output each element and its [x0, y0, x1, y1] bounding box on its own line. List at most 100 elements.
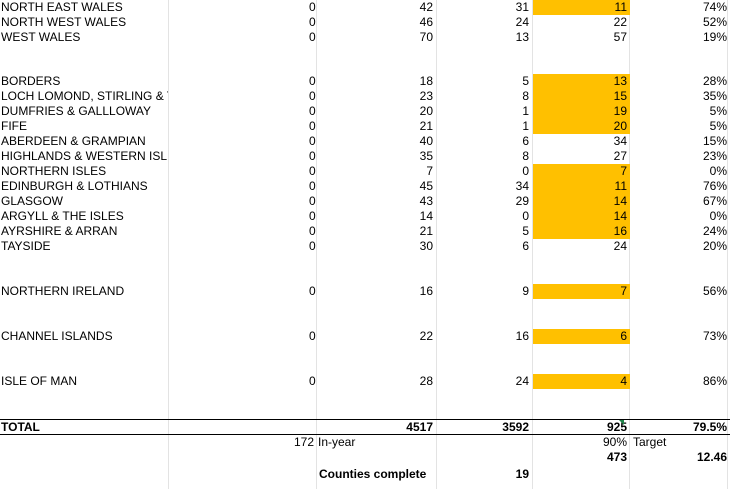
row-c[interactable]: 16	[419, 284, 433, 298]
table-row[interactable]: EDINBURGH & LOTHIANS 0 45 34 11 76%	[0, 179, 730, 194]
row-c[interactable]: 42	[419, 0, 433, 14]
row-name[interactable]: ISLE OF MAN	[1, 374, 78, 388]
row-e[interactable]: 15	[533, 89, 630, 104]
row-e[interactable]: 20	[533, 119, 630, 134]
total-d[interactable]: 3592	[502, 420, 529, 434]
total-f[interactable]: 79.5%	[692, 420, 727, 434]
row-b[interactable]: 0	[309, 374, 316, 388]
row-c[interactable]: 43	[419, 194, 433, 208]
row-c[interactable]: 21	[419, 119, 433, 133]
row-name[interactable]: CHANNEL ISLANDS	[1, 329, 113, 343]
row-e[interactable]: 34	[613, 134, 627, 148]
row-b[interactable]: 0	[309, 74, 316, 88]
row-f[interactable]: 74%	[702, 0, 727, 14]
extra-e[interactable]: 473	[606, 450, 627, 464]
row-b[interactable]: 0	[309, 239, 316, 253]
row-e[interactable]: 19	[533, 104, 630, 119]
row-c[interactable]: 70	[419, 30, 433, 44]
row-e[interactable]: 7	[533, 164, 630, 179]
row-f[interactable]: 23%	[702, 149, 727, 163]
row-b[interactable]: 0	[309, 149, 316, 163]
row-e[interactable]: 57	[613, 30, 627, 44]
total-row[interactable]: TOTAL 4517 3592 925 79.5%	[0, 420, 730, 435]
row-name[interactable]: DUMFRIES & GALLLOWAY	[1, 104, 152, 118]
row-d[interactable]: 29	[515, 194, 529, 208]
row-name[interactable]: WEST WALES	[1, 30, 81, 44]
table-row[interactable]: BORDERS 0 18 5 13 28%	[0, 74, 730, 89]
row-f[interactable]: 5%	[709, 119, 727, 133]
in-year-value[interactable]: 172	[293, 435, 314, 449]
row-b[interactable]: 0	[309, 104, 316, 118]
table-row[interactable]: NORTHERN ISLES 0 7 0 7 0%	[0, 164, 730, 179]
row-b[interactable]: 0	[309, 284, 316, 298]
extra-row[interactable]: 473 12.46	[0, 450, 730, 465]
row-b[interactable]: 0	[309, 0, 316, 14]
row-b[interactable]: 0	[309, 134, 316, 148]
row-b[interactable]: 0	[309, 209, 316, 223]
row-e[interactable]: 16	[533, 224, 630, 239]
row-name[interactable]: NORTHERN IRELAND	[1, 284, 125, 298]
row-f[interactable]: 56%	[702, 284, 727, 298]
row-c[interactable]: 40	[419, 134, 433, 148]
table-row[interactable]: AYRSHIRE & ARRAN 0 21 5 16 24%	[0, 224, 730, 239]
row-d[interactable]: 5	[522, 224, 529, 238]
row-f[interactable]: 52%	[702, 15, 727, 29]
table-row[interactable]: ARGYLL & THE ISLES 0 14 0 14 0%	[0, 209, 730, 224]
row-f[interactable]: 5%	[709, 104, 727, 118]
table-row[interactable]: TAYSIDE 0 30 6 24 20%	[0, 239, 730, 254]
row-b[interactable]: 0	[309, 179, 316, 193]
row-name[interactable]: AYRSHIRE & ARRAN	[1, 224, 118, 238]
table-row[interactable]: NORTH WEST WALES 0 46 24 22 52%	[0, 15, 730, 30]
row-name[interactable]: HIGHLANDS & WESTERN ISL	[1, 149, 168, 163]
row-c[interactable]: 20	[419, 104, 433, 118]
row-name[interactable]: ABERDEEN & GRAMPIAN	[1, 134, 146, 148]
table-row[interactable]: DUMFRIES & GALLLOWAY 0 20 1 19 5%	[0, 104, 730, 119]
row-name[interactable]: FIFE	[1, 119, 27, 133]
row-f[interactable]: 24%	[702, 224, 727, 238]
counties-value[interactable]: 19	[515, 467, 529, 481]
extra-f[interactable]: 12.46	[696, 450, 727, 464]
row-b[interactable]: 0	[309, 15, 316, 29]
row-d[interactable]: 5	[522, 74, 529, 88]
row-e[interactable]: 11	[533, 0, 630, 15]
row-c[interactable]: 35	[419, 149, 433, 163]
row-d[interactable]: 31	[515, 0, 529, 14]
row-e[interactable]: 14	[533, 209, 630, 224]
counties-row[interactable]: Counties complete 19	[0, 467, 730, 482]
total-e[interactable]: 925	[606, 420, 627, 434]
row-c[interactable]: 7	[426, 164, 433, 178]
row-f[interactable]: 86%	[702, 374, 727, 388]
row-b[interactable]: 0	[309, 164, 316, 178]
target-value[interactable]: 90%	[602, 435, 627, 449]
table-row[interactable]: NORTHERN IRELAND 0 16 9 7 56%	[0, 284, 730, 299]
row-e[interactable]: 13	[533, 74, 630, 89]
total-c[interactable]: 4517	[406, 420, 433, 434]
row-c[interactable]: 14	[419, 209, 433, 223]
row-name[interactable]: NORTH EAST WALES	[1, 0, 123, 14]
row-f[interactable]: 73%	[702, 329, 727, 343]
row-e[interactable]: 6	[533, 329, 630, 344]
row-f[interactable]: 0%	[709, 164, 727, 178]
row-e[interactable]: 27	[613, 149, 627, 163]
row-f[interactable]: 20%	[702, 239, 727, 253]
row-name[interactable]: BORDERS	[1, 74, 61, 88]
row-name[interactable]: EDINBURGH & LOTHIANS	[1, 179, 148, 193]
row-c[interactable]: 45	[419, 179, 433, 193]
table-row[interactable]: FIFE 0 21 1 20 5%	[0, 119, 730, 134]
table-row[interactable]: LOCH LOMOND, STIRLING & T 0 23 8 15 35%	[0, 89, 730, 104]
row-b[interactable]: 0	[309, 89, 316, 103]
row-f[interactable]: 67%	[702, 194, 727, 208]
target-label[interactable]: Target	[633, 435, 667, 449]
row-name[interactable]: LOCH LOMOND, STIRLING & T	[1, 89, 168, 103]
row-b[interactable]: 0	[309, 30, 316, 44]
row-d[interactable]: 16	[515, 329, 529, 343]
table-row[interactable]: ISLE OF MAN 0 28 24 4 86%	[0, 374, 730, 389]
row-name[interactable]: ARGYLL & THE ISLES	[1, 209, 124, 223]
table-row[interactable]: GLASGOW 0 43 29 14 67%	[0, 194, 730, 209]
table-row[interactable]: CHANNEL ISLANDS 0 22 16 6 73%	[0, 329, 730, 344]
in-year-label[interactable]: In-year	[318, 435, 356, 449]
row-name[interactable]: NORTHERN ISLES	[1, 164, 107, 178]
row-f[interactable]: 28%	[702, 74, 727, 88]
row-c[interactable]: 18	[419, 74, 433, 88]
